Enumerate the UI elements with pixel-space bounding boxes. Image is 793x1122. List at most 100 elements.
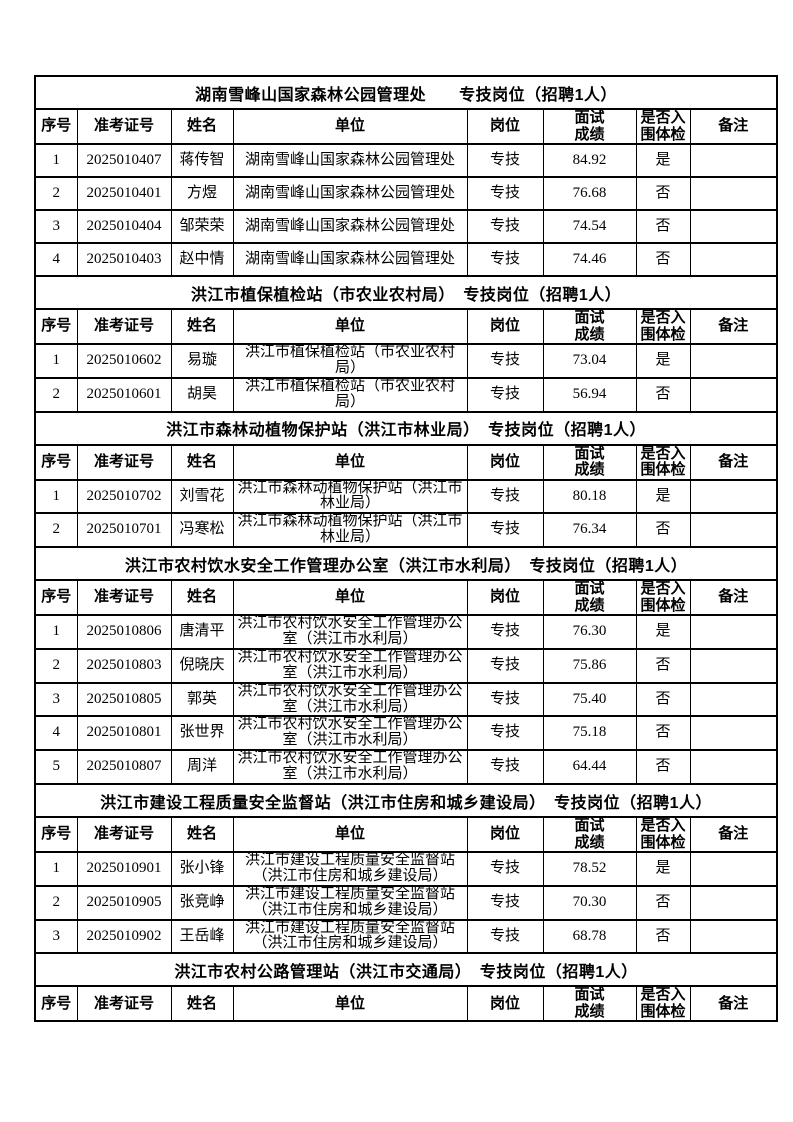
section-title-row: 洪江市植保植检站（市农业农村局） 专技岗位（招聘1人） (34, 275, 778, 310)
cell-shortlisted: 否 (635, 176, 691, 211)
cell-post: 专技 (466, 715, 544, 752)
cell-note (689, 209, 778, 244)
column-header-note: 备注 (689, 816, 778, 854)
column-header-unit: 单位 (232, 308, 468, 345)
cell-shortlisted: 否 (635, 715, 691, 752)
column-header-note: 备注 (689, 579, 778, 617)
cell-name: 郭英 (170, 681, 234, 718)
cell-ticket: 2025010407 (76, 143, 172, 178)
cell-no: 1 (34, 143, 78, 178)
column-header-unit: 单位 (232, 443, 468, 481)
table-row: 3 2025010902 王岳峰 洪江市建设工程质量安全监督站（洪江市住房和城乡建设局… (34, 918, 778, 955)
column-header-unit: 单位 (232, 108, 468, 145)
table-row: 1 2025010806 唐清平 洪江市农村饮水安全工作管理办公室（洪江市水利局） 专技… (34, 614, 778, 650)
column-header-score: 面试 成绩 (542, 308, 637, 345)
cell-note (689, 343, 778, 379)
cell-score: 64.44 (542, 749, 637, 786)
cell-shortlisted: 是 (635, 343, 691, 379)
cell-post: 专技 (466, 614, 544, 650)
cell-shortlisted: 是 (635, 143, 691, 178)
cell-no: 1 (34, 851, 78, 887)
cell-name: 张竞峥 (170, 884, 234, 921)
column-header-no: 序号 (34, 108, 78, 145)
cell-shortlisted: 否 (635, 918, 691, 955)
column-header-row: 序号 准考证号 姓名 单位 岗位 面试 成绩 是否入 围体检 备注 (34, 579, 778, 617)
table-row: 2 2025010905 张竞峥 洪江市建设工程质量安全监督站（洪江市住房和城乡建设局… (34, 884, 778, 921)
cell-name: 张小锋 (170, 851, 234, 887)
cell-score: 74.46 (542, 242, 637, 277)
cell-ticket: 2025010806 (76, 614, 172, 650)
cell-ticket: 2025010601 (76, 376, 172, 413)
cell-shortlisted: 是 (635, 614, 691, 650)
cell-note (689, 918, 778, 955)
cell-name: 易璇 (170, 343, 234, 379)
cell-no: 2 (34, 884, 78, 921)
cell-ticket: 2025010602 (76, 343, 172, 379)
cell-unit: 洪江市农村饮水安全工作管理办公室（洪江市水利局） (232, 614, 468, 650)
cell-score: 75.18 (542, 715, 637, 752)
cell-name: 刘雪花 (170, 478, 234, 515)
section-title: 洪江市森林动植物保护站（洪江市林业局） 专技岗位（招聘1人） (34, 410, 778, 446)
cell-unit: 湖南雪峰山国家森林公园管理处 (232, 176, 468, 211)
column-header-name: 姓名 (170, 308, 234, 345)
cell-unit: 洪江市农村饮水安全工作管理办公室（洪江市水利局） (232, 715, 468, 752)
cell-note (689, 749, 778, 786)
cell-score: 76.34 (542, 512, 637, 549)
cell-ticket: 2025010803 (76, 647, 172, 684)
cell-unit: 洪江市森林动植物保护站（洪江市林业局） (232, 512, 468, 549)
column-header-post: 岗位 (466, 579, 544, 617)
column-header-post: 岗位 (466, 443, 544, 481)
cell-score: 56.94 (542, 376, 637, 413)
cell-score: 75.40 (542, 681, 637, 718)
cell-score: 73.04 (542, 343, 637, 379)
cell-post: 专技 (466, 918, 544, 955)
column-header-score: 面试 成绩 (542, 443, 637, 481)
section-title: 湖南雪峰山国家森林公园管理处 专技岗位（招聘1人） (34, 75, 778, 110)
cell-shortlisted: 是 (635, 851, 691, 887)
cell-name: 王岳峰 (170, 918, 234, 955)
section-title: 洪江市建设工程质量安全监督站（洪江市住房和城乡建设局） 专技岗位（招聘1人） (34, 783, 778, 819)
cell-unit: 湖南雪峰山国家森林公园管理处 (232, 143, 468, 178)
cell-score: 78.52 (542, 851, 637, 887)
cell-shortlisted: 否 (635, 884, 691, 921)
cell-note (689, 376, 778, 413)
column-header-row: 序号 准考证号 姓名 单位 岗位 面试 成绩 是否入 围体检 备注 (34, 985, 778, 1023)
cell-shortlisted: 是 (635, 478, 691, 515)
cell-post: 专技 (466, 749, 544, 786)
cell-unit: 洪江市森林动植物保护站（洪江市林业局） (232, 478, 468, 515)
column-header-shortlisted: 是否入 围体检 (635, 443, 691, 481)
cell-note (689, 647, 778, 684)
cell-no: 2 (34, 376, 78, 413)
cell-no: 2 (34, 512, 78, 549)
cell-shortlisted: 否 (635, 209, 691, 244)
cell-unit: 洪江市植保植检站（市农业农村局） (232, 376, 468, 413)
cell-post: 专技 (466, 176, 544, 211)
cell-post: 专技 (466, 851, 544, 887)
column-header-name: 姓名 (170, 579, 234, 617)
cell-no: 1 (34, 614, 78, 650)
cell-post: 专技 (466, 884, 544, 921)
cell-name: 赵中情 (170, 242, 234, 277)
column-header-score: 面试 成绩 (542, 816, 637, 854)
cell-post: 专技 (466, 512, 544, 549)
table-row: 2 2025010701 冯寒松 洪江市森林动植物保护站（洪江市林业局） 专技 76.34… (34, 512, 778, 549)
cell-ticket: 2025010801 (76, 715, 172, 752)
section-title-row: 湖南雪峰山国家森林公园管理处 专技岗位（招聘1人） (34, 75, 778, 110)
section-title: 洪江市农村饮水安全工作管理办公室（洪江市水利局） 专技岗位（招聘1人） (34, 546, 778, 582)
column-header-row: 序号 准考证号 姓名 单位 岗位 面试 成绩 是否入 围体检 备注 (34, 443, 778, 481)
column-header-name: 姓名 (170, 443, 234, 481)
table-row: 1 2025010407 蒋传智 湖南雪峰山国家森林公园管理处 专技 84.92 是 (34, 143, 778, 178)
cell-score: 84.92 (542, 143, 637, 178)
cell-name: 唐清平 (170, 614, 234, 650)
cell-unit: 洪江市农村饮水安全工作管理办公室（洪江市水利局） (232, 749, 468, 786)
cell-score: 74.54 (542, 209, 637, 244)
cell-no: 1 (34, 478, 78, 515)
cell-note (689, 715, 778, 752)
cell-name: 邹荣荣 (170, 209, 234, 244)
cell-score: 68.78 (542, 918, 637, 955)
table-row: 1 2025010901 张小锋 洪江市建设工程质量安全监督站（洪江市住房和城乡建设局… (34, 851, 778, 887)
cell-shortlisted: 否 (635, 512, 691, 549)
column-header-ticket: 准考证号 (76, 985, 172, 1023)
table-row: 4 2025010403 赵中情 湖南雪峰山国家森林公园管理处 专技 74.46 否 (34, 242, 778, 277)
cell-unit: 湖南雪峰山国家森林公园管理处 (232, 209, 468, 244)
